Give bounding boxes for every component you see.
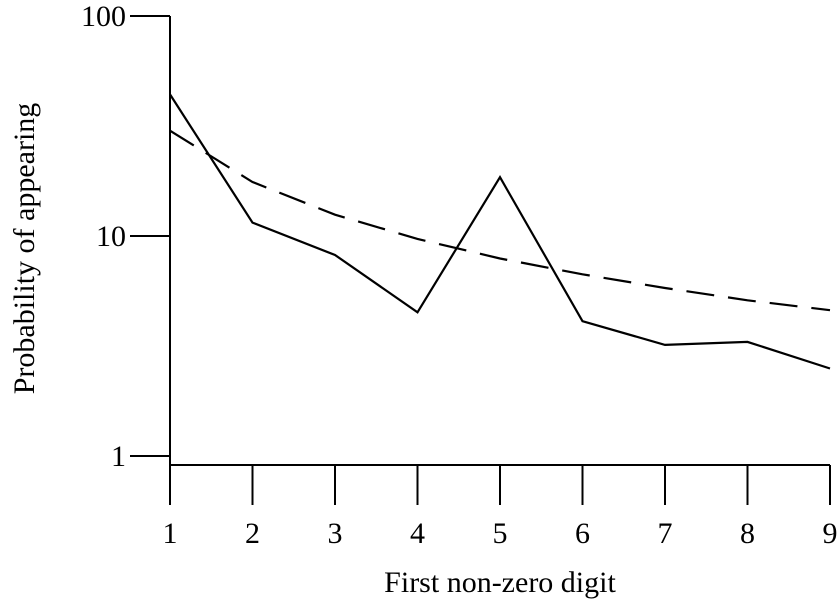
axes (169, 16, 830, 466)
x-tick-label: 3 (328, 517, 343, 550)
y-tick-label: 10 (96, 220, 126, 253)
y-tick-label: 100 (81, 0, 126, 33)
series-line-dashed (169, 129, 831, 312)
x-tick-label: 4 (410, 517, 425, 550)
series-layer (169, 93, 831, 370)
y-ticks: 1 10 100 (81, 0, 170, 473)
y-tick-label: 1 (111, 440, 126, 473)
x-tick-label: 5 (493, 517, 508, 550)
x-tick-label: 1 (163, 517, 178, 550)
x-tick-label: 6 (575, 517, 590, 550)
x-axis-title: First non-zero digit (384, 566, 616, 599)
x-tick-label: 2 (245, 517, 260, 550)
x-tick-label: 9 (823, 517, 837, 550)
x-tick-label: 8 (740, 517, 755, 550)
x-tick-label: 7 (658, 517, 673, 550)
y-axis-title: Probability of appearing (8, 103, 41, 395)
series-line-solid (169, 93, 831, 370)
x-ticks: 1 2 3 4 5 6 7 8 9 (163, 465, 837, 550)
